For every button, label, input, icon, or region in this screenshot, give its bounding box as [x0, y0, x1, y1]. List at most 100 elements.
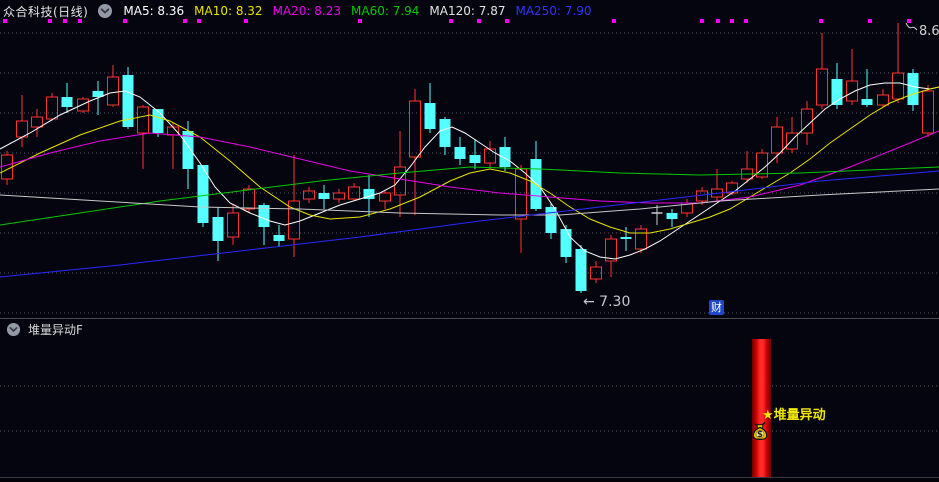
high-marker-arrow: [905, 22, 918, 31]
candle: [831, 63, 843, 109]
candle: [182, 121, 194, 189]
news-badge[interactable]: 财: [709, 300, 724, 315]
candle: [801, 101, 813, 145]
candle: [771, 117, 783, 163]
candle: [167, 123, 179, 169]
sub-panel-header: 堆量异动F: [6, 321, 83, 337]
event-dot: [78, 19, 82, 23]
candle: [379, 191, 391, 209]
event-dot: [449, 19, 453, 23]
event-dot: [63, 19, 67, 23]
candle: [137, 105, 149, 169]
event-dot: [123, 19, 127, 23]
bottom-border: [0, 477, 939, 478]
signal-label: ★堆量异动: [762, 407, 826, 423]
event-dot: [716, 19, 720, 23]
volume-surge-signal-bar: [752, 339, 771, 477]
low-price-marker: ← 7.30: [583, 294, 630, 310]
candle: [77, 97, 89, 113]
panel-divider: [0, 318, 939, 319]
candle: [409, 89, 421, 215]
candle: [786, 117, 798, 153]
ma-line-ma60: [0, 166, 939, 226]
ma-indicator-labels: MA5: 8.36 MA10: 8.32 MA20: 8.23 MA60: 7.94 M…: [113, 4, 591, 18]
event-dot: [819, 19, 823, 23]
candle: [560, 225, 572, 263]
event-dot: [477, 19, 481, 23]
ma-label-ma250: MA250: 7.90: [515, 4, 592, 18]
sub-indicator-chart[interactable]: ★堆量异动 $: [0, 318, 939, 482]
event-dots-row: [0, 0, 939, 24]
candle: [469, 139, 481, 169]
chevron-down-circle-icon[interactable]: [6, 322, 21, 337]
sub-panel-title: 堆量异动F: [28, 322, 83, 337]
ma-label-ma60: MA60: 7.94: [351, 4, 420, 18]
candle: [348, 183, 360, 201]
event-dot: [244, 19, 248, 23]
ma-line-ma120: [0, 188, 939, 216]
candle: [439, 117, 451, 155]
candle: [816, 33, 828, 109]
event-dot: [183, 19, 187, 23]
ma-line-ma250: [0, 170, 939, 278]
candle: [605, 235, 617, 277]
candle: [892, 23, 904, 103]
money-bag-icon: $: [752, 421, 768, 440]
candle: [46, 93, 58, 121]
candle: [922, 85, 934, 137]
candle: [31, 109, 43, 137]
candle: [681, 199, 693, 217]
candle: [484, 141, 496, 167]
candle: [756, 149, 768, 179]
ma-line-ma20: [0, 130, 939, 204]
event-dot: [700, 19, 704, 23]
ma-line-ma5: [0, 82, 939, 260]
candle: [590, 261, 602, 283]
candle: [61, 83, 73, 113]
svg-text:$: $: [757, 430, 763, 440]
candle: [107, 65, 119, 107]
event-dot: [868, 19, 872, 23]
candle: [711, 169, 723, 201]
event-dot: [907, 19, 911, 23]
event-dot: [358, 19, 362, 23]
event-dot: [48, 19, 52, 23]
candle: [499, 137, 511, 171]
candle: [152, 109, 164, 137]
candle: [273, 225, 285, 247]
candle: [907, 69, 919, 111]
high-price-marker: 8.6: [919, 24, 939, 39]
main-candlestick-chart[interactable]: ← 7.30 8.6: [0, 22, 939, 318]
event-dot: [730, 19, 734, 23]
ma-label-ma120: MA120: 7.87: [429, 4, 506, 18]
chart-header: 众合科技(日线) MA5: 8.36 MA10: 8.32 MA20: 8.23 MA…: [0, 0, 939, 22]
candle: [846, 49, 858, 105]
candle: [318, 185, 330, 209]
candle: [258, 203, 270, 245]
bottom-border-fill: [0, 478, 939, 482]
chevron-down-circle-icon[interactable]: [97, 3, 113, 19]
event-dot: [612, 19, 616, 23]
ma-label-ma5: MA5: 8.36: [123, 4, 185, 18]
candle: [212, 207, 224, 261]
candle: [288, 155, 300, 257]
candle: [861, 69, 873, 107]
candle: [122, 67, 134, 129]
candle: [303, 187, 315, 203]
candle: [227, 205, 239, 245]
ma-line-ma10: [0, 86, 939, 234]
candle: [877, 89, 889, 107]
event-dot: [505, 19, 509, 23]
candle: [530, 141, 542, 211]
ma-label-ma10: MA10: 8.32: [194, 4, 263, 18]
ma-label-ma20: MA20: 8.23: [272, 4, 341, 18]
candle: [545, 203, 557, 239]
event-dot: [197, 19, 201, 23]
candle: [575, 245, 587, 293]
candle: [651, 205, 663, 225]
candle: [424, 83, 436, 133]
candle: [454, 137, 466, 165]
candle: [333, 189, 345, 203]
candle: [515, 165, 527, 253]
